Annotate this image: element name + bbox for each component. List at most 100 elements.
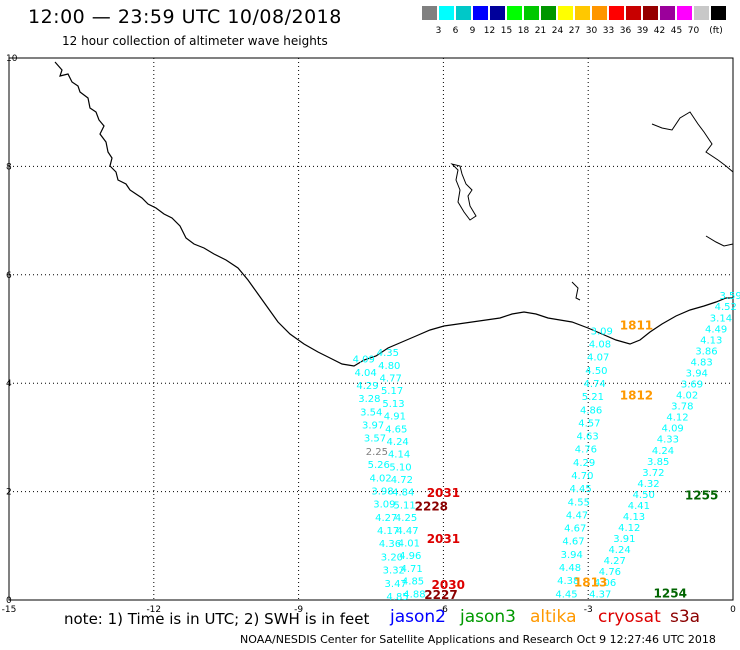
coastline bbox=[54, 61, 733, 367]
wave-height-label: 4.50 bbox=[633, 490, 655, 501]
wave-height-label: 3.47 bbox=[385, 579, 407, 590]
y-tick-label: 6 bbox=[6, 271, 12, 281]
color-swatch bbox=[490, 6, 505, 20]
note-text: note: 1) Time is in UTC; 2) SWH is in fe… bbox=[64, 610, 370, 628]
wave-height-label: 3.32 bbox=[383, 566, 405, 577]
wave-height-label: 4.85 bbox=[386, 592, 408, 603]
color-scale-label: 18 bbox=[517, 26, 530, 36]
wave-height-label: 4.76 bbox=[599, 567, 621, 578]
wave-height-label: 4.85 bbox=[402, 577, 424, 588]
wave-height-label: 3.59 bbox=[719, 291, 740, 302]
wave-height-label: 3.97 bbox=[362, 421, 384, 432]
wave-height-label: 4.47 bbox=[566, 510, 588, 521]
wave-height-label: 3.94 bbox=[686, 368, 708, 379]
wave-height-label: 4.17 bbox=[377, 526, 399, 537]
wave-height-label: 4.07 bbox=[587, 353, 609, 364]
wave-height-label: 4.74 bbox=[584, 379, 606, 390]
wave-height-label: 4.67 bbox=[564, 524, 586, 535]
wave-height-label: 4.71 bbox=[401, 564, 423, 575]
pass-time-label: 1813 bbox=[574, 575, 607, 589]
wave-height-label: 3.09 bbox=[591, 326, 613, 337]
color-scale-label: 70 bbox=[687, 26, 700, 36]
color-scale-label: 9 bbox=[469, 26, 476, 36]
map-subtitle: 12 hour collection of altimeter wave hei… bbox=[62, 34, 328, 48]
pass-time-label: 2228 bbox=[415, 500, 448, 514]
color-scale-label: 33 bbox=[602, 26, 615, 36]
pass-time-label: 2031 bbox=[427, 486, 460, 500]
wave-height-label: 3.94 bbox=[561, 550, 583, 561]
wave-height-label: 4.67 bbox=[562, 537, 584, 548]
wave-height-label: 4.49 bbox=[705, 324, 727, 335]
wave-height-label: 5.11 bbox=[394, 500, 416, 511]
color-swatch bbox=[643, 6, 658, 20]
color-swatch bbox=[660, 6, 675, 20]
color-scale-label: 39 bbox=[636, 26, 649, 36]
y-tick-label: 10 bbox=[6, 54, 18, 64]
map-title: 12:00 — 23:59 UTC 10/08/2018 bbox=[28, 6, 342, 28]
wave-height-label: 3.28 bbox=[358, 394, 380, 405]
pass-time-label: 1255 bbox=[685, 489, 718, 503]
color-swatch bbox=[694, 6, 709, 20]
wave-height-label: 3.20 bbox=[381, 552, 403, 563]
river-outline bbox=[571, 281, 581, 301]
wave-height-label: 4.13 bbox=[700, 335, 722, 346]
wave-height-label: 4.09 bbox=[353, 355, 375, 366]
color-scale-label: 42 bbox=[653, 26, 666, 36]
coastline-east bbox=[705, 235, 734, 247]
y-tick-label: 0 bbox=[6, 596, 12, 606]
wave-height-label: 4.02 bbox=[370, 473, 392, 484]
wave-height-label: 4.36 bbox=[379, 539, 401, 550]
wave-height-label: 4.06 bbox=[594, 578, 616, 589]
pass-time-label: 2030 bbox=[432, 578, 465, 592]
color-scale-label: 12 bbox=[483, 26, 496, 36]
wave-height-label: 3.09 bbox=[373, 500, 395, 511]
color-scale-label: 45 bbox=[670, 26, 683, 36]
wave-height-label: 5.13 bbox=[382, 399, 404, 410]
color-scale-label: 3 bbox=[435, 26, 442, 36]
wave-height-label: 4.24 bbox=[608, 545, 630, 556]
wave-height-label: 3.85 bbox=[647, 457, 669, 468]
color-swatch bbox=[711, 6, 726, 20]
wave-height-label: 3.54 bbox=[360, 407, 382, 418]
wave-height-label: 4.48 bbox=[559, 563, 581, 574]
wave-height-label: 3.57 bbox=[364, 434, 386, 445]
wave-height-label: 3.78 bbox=[671, 402, 693, 413]
color-swatch bbox=[473, 6, 488, 20]
wave-height-label: 4.33 bbox=[657, 435, 679, 446]
color-scale-label: 30 bbox=[585, 26, 598, 36]
color-scale-label: 15 bbox=[500, 26, 513, 36]
wave-height-label: 4.12 bbox=[666, 413, 688, 424]
wave-height-label: 4.50 bbox=[585, 366, 607, 377]
wave-height-label: 4.01 bbox=[398, 539, 420, 550]
x-tick-label: -3 bbox=[584, 605, 593, 615]
wave-height-label: 4.02 bbox=[676, 391, 698, 402]
wave-height-label: 4.65 bbox=[385, 424, 407, 435]
y-tick-label: 4 bbox=[6, 379, 12, 389]
wave-height-label: 4.57 bbox=[578, 418, 600, 429]
legend-entry-altika: altika bbox=[530, 607, 577, 627]
color-swatch bbox=[422, 6, 437, 20]
wave-height-label: 5.17 bbox=[381, 386, 403, 397]
color-scale-label: 27 bbox=[568, 26, 581, 36]
wave-height-label: 4.55 bbox=[568, 497, 590, 508]
color-swatch bbox=[507, 6, 522, 20]
wave-height-label: 4.63 bbox=[576, 432, 598, 443]
color-swatch bbox=[592, 6, 607, 20]
wave-height-label: 4.96 bbox=[399, 551, 421, 562]
wave-height-label: 4.27 bbox=[604, 556, 626, 567]
pass-time-label: 1254 bbox=[654, 586, 687, 600]
wave-height-label: 4.27 bbox=[375, 513, 397, 524]
wave-height-label: 4.80 bbox=[378, 361, 400, 372]
color-swatch bbox=[524, 6, 539, 20]
wave-height-label: 4.13 bbox=[623, 512, 645, 523]
color-scale-label: 24 bbox=[551, 26, 564, 36]
x-tick-label: 0 bbox=[730, 605, 736, 615]
wave-height-label: 4.04 bbox=[355, 368, 377, 379]
wave-height-label: 3.86 bbox=[695, 346, 717, 357]
pass-time-label: 2031 bbox=[427, 532, 460, 546]
wave-height-label: 3.72 bbox=[642, 468, 664, 479]
wave-height-label: 4.76 bbox=[575, 445, 597, 456]
wave-height-label: 4.24 bbox=[387, 437, 409, 448]
wave-height-label: 4.37 bbox=[589, 589, 611, 600]
color-swatch bbox=[609, 6, 624, 20]
